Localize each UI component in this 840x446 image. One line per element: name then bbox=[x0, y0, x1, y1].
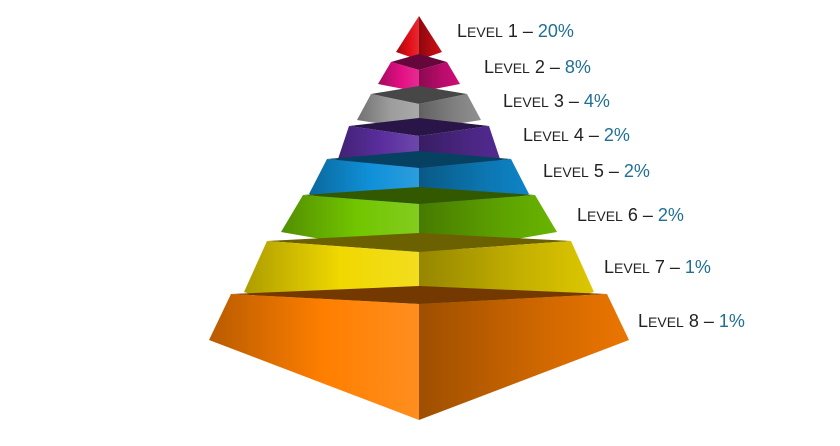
level-2-label: LEVEL 2 – 8% bbox=[484, 57, 591, 77]
level-percent: 2% bbox=[624, 161, 650, 181]
level-word-initial: L bbox=[484, 57, 494, 77]
level-3-label: LEVEL 3 – 4% bbox=[503, 91, 610, 111]
level-number: 5 – bbox=[589, 161, 624, 181]
level-4-label: LEVEL 4 – 2% bbox=[523, 125, 630, 145]
level-percent: 1% bbox=[719, 311, 745, 331]
level-word-initial: L bbox=[543, 161, 553, 181]
level-number: 1 – bbox=[503, 21, 538, 41]
level-word-rest: EVEL bbox=[587, 208, 623, 224]
tier-left-face bbox=[396, 16, 419, 60]
level-word-initial: L bbox=[503, 91, 513, 111]
level-word-initial: L bbox=[604, 257, 614, 277]
level-word-rest: EVEL bbox=[533, 128, 569, 144]
level-6-label: LEVEL 6 – 2% bbox=[577, 205, 684, 225]
pyramid-tier-1 bbox=[396, 16, 442, 60]
level-number: 2 – bbox=[530, 57, 565, 77]
level-number: 8 – bbox=[684, 311, 719, 331]
pyramid-tier-8 bbox=[209, 286, 629, 420]
level-percent: 20% bbox=[538, 21, 574, 41]
level-word-rest: EVEL bbox=[513, 94, 549, 110]
level-number: 7 – bbox=[650, 257, 685, 277]
level-percent: 2% bbox=[658, 205, 684, 225]
level-word-rest: EVEL bbox=[614, 260, 650, 276]
level-word-initial: L bbox=[457, 21, 467, 41]
level-percent: 1% bbox=[685, 257, 711, 277]
level-percent: 2% bbox=[604, 125, 630, 145]
tier-right-face bbox=[419, 16, 442, 60]
level-word-initial: L bbox=[577, 205, 587, 225]
level-number: 6 – bbox=[623, 205, 658, 225]
level-word-initial: L bbox=[638, 311, 648, 331]
level-8-label: LEVEL 8 – 1% bbox=[638, 311, 745, 331]
level-word-rest: EVEL bbox=[494, 60, 530, 76]
level-number: 4 – bbox=[569, 125, 604, 145]
level-percent: 8% bbox=[565, 57, 591, 77]
level-word-rest: EVEL bbox=[553, 164, 589, 180]
level-percent: 4% bbox=[584, 91, 610, 111]
level-word-initial: L bbox=[523, 125, 533, 145]
level-number: 3 – bbox=[549, 91, 584, 111]
tier-left-face bbox=[209, 294, 419, 420]
tier-right-face bbox=[419, 294, 629, 420]
level-1-label: LEVEL 1 – 20% bbox=[457, 21, 574, 41]
level-word-rest: EVEL bbox=[648, 314, 684, 330]
level-word-rest: EVEL bbox=[467, 24, 503, 40]
level-5-label: LEVEL 5 – 2% bbox=[543, 161, 650, 181]
level-7-label: LEVEL 7 – 1% bbox=[604, 257, 711, 277]
